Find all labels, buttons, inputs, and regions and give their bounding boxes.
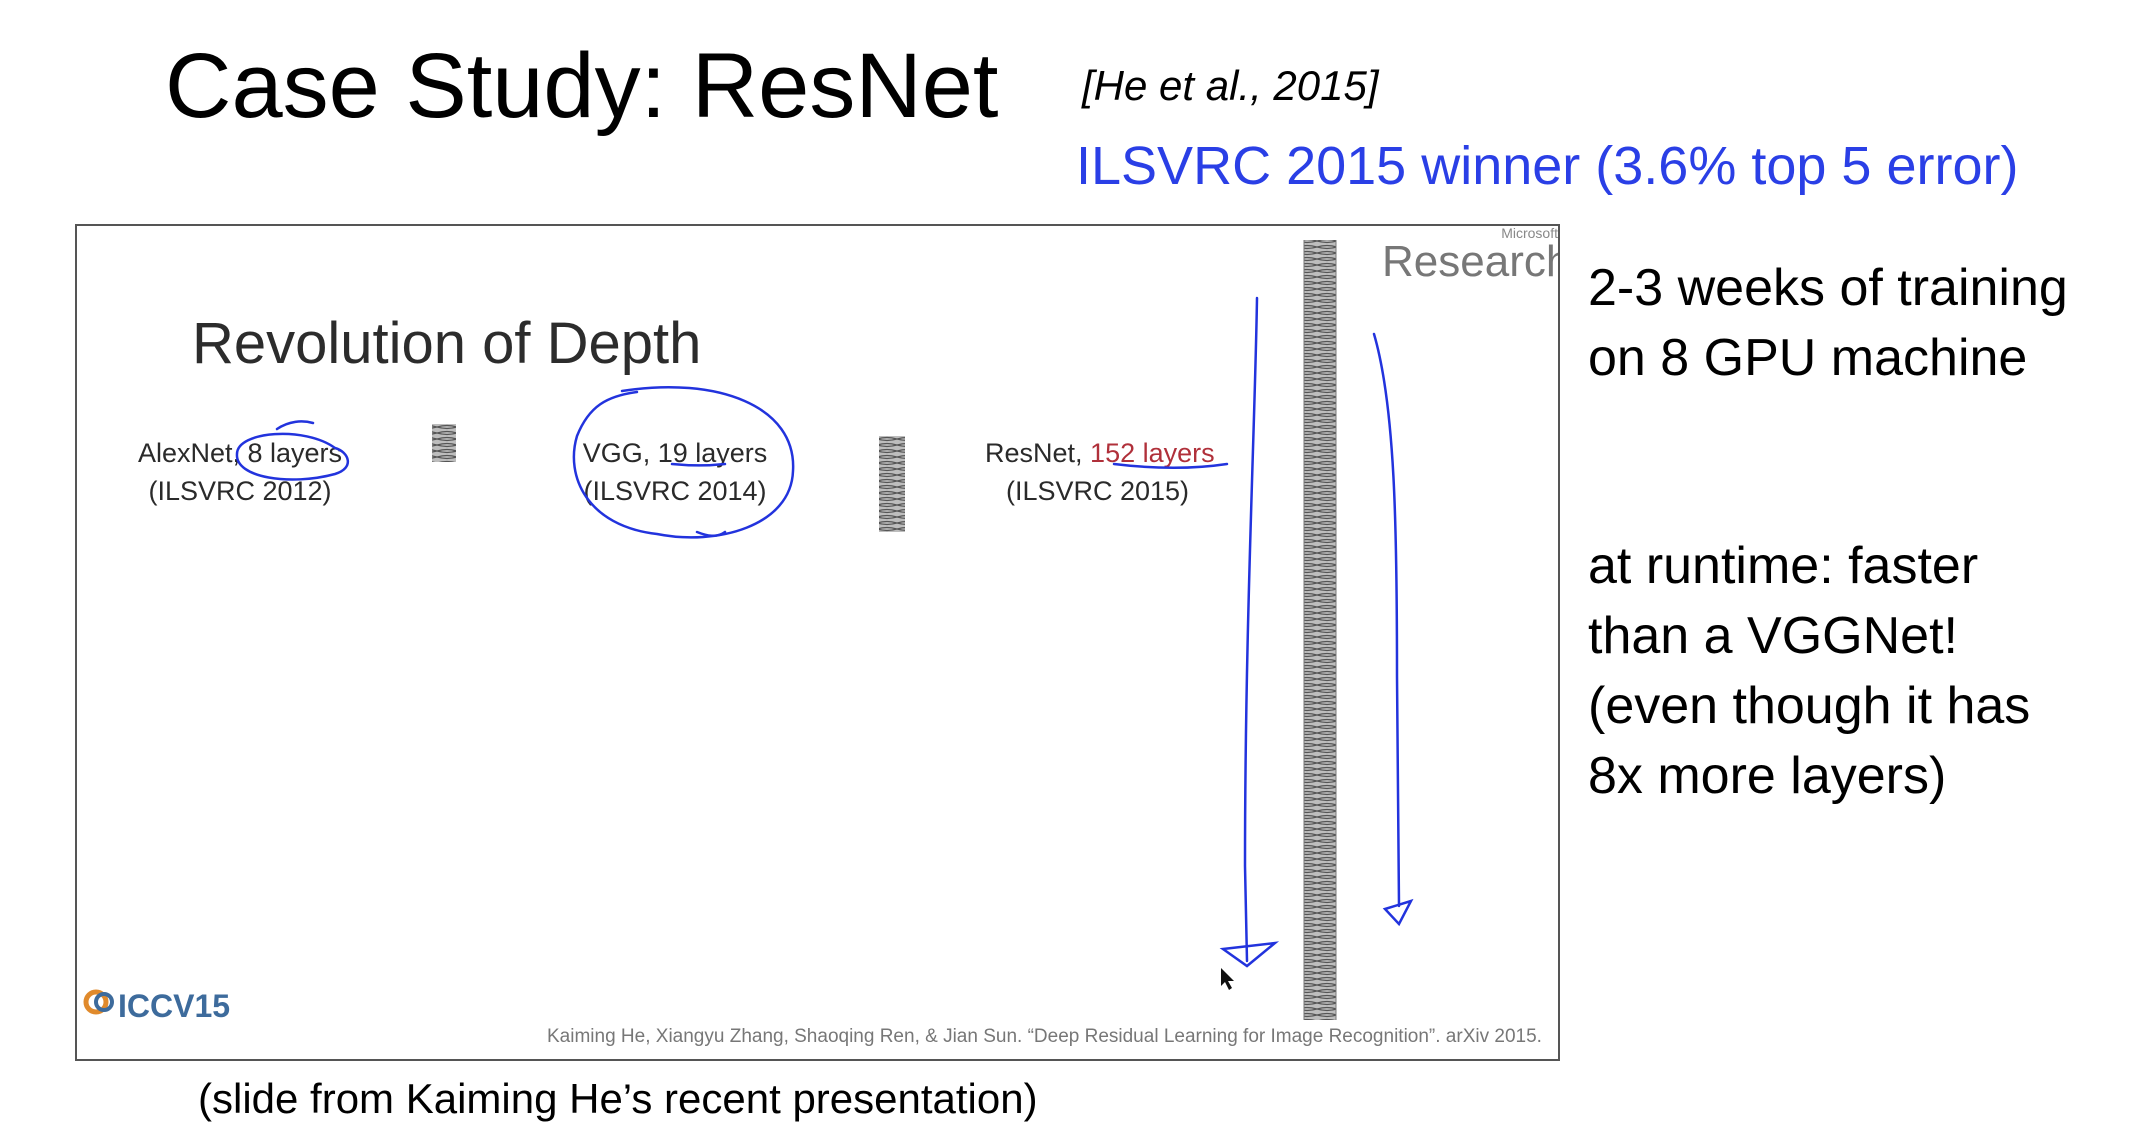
page-title: Case Study: ResNet [165, 35, 999, 137]
note-line: than a VGGNet! [1588, 607, 1958, 665]
slide-image: Revolution of Depth Microsoft Research A… [75, 224, 1560, 1061]
note-line: on 8 GPU machine [1588, 329, 2028, 387]
note-line: at runtime: faster [1588, 537, 1979, 595]
layer-stack-diagrams [432, 240, 1337, 1020]
note-line: (even though it has [1588, 677, 2031, 735]
resnet-underline-annotation [1112, 462, 1229, 470]
vgg-circle-annotation [572, 385, 795, 539]
microsoft-research-logo: Microsoft Research [1382, 226, 1558, 284]
resnet-down-arrow-annotation-2 [1372, 332, 1401, 908]
hand-annotations [235, 296, 1414, 968]
network-vgg: VGG, 19 layers (ILSVRC 2014) [580, 434, 770, 510]
vgg-layer-stack [879, 436, 905, 532]
citation: [He et al., 2015] [1082, 62, 1379, 109]
cursor-icon [1221, 968, 1234, 990]
subtitle: ILSVRC 2015 winner (3.6% top 5 error) [1076, 136, 2019, 196]
training-note: 2-3 weeks of training on 8 GPU machine [1588, 253, 2068, 393]
runtime-note: at runtime: faster than a VGGNet! (even … [1588, 531, 2030, 811]
network-layers: 152 layers [1090, 438, 1215, 468]
resnet-down-arrow-annotation [1243, 296, 1259, 963]
resnet-layer-stack [1304, 240, 1336, 1020]
slide-heading: Revolution of Depth [192, 311, 702, 376]
iccv-logo-text: ICCV15 [118, 988, 231, 1024]
slide-footer-citation: Kaiming He, Xiangyu Zhang, Shaoqing Ren,… [547, 1026, 1542, 1047]
logo-big-text: Research [1382, 237, 1560, 286]
network-year: (ILSVRC 2014) [583, 476, 767, 506]
alexnet-circle-annotation [235, 432, 349, 481]
iccv-swirl-icon [83, 989, 114, 1015]
network-name: ResNet, [985, 438, 1091, 468]
network-name: VGG, [582, 438, 658, 468]
network-name: AlexNet, [137, 438, 248, 468]
alexnet-layer-stack [432, 424, 456, 462]
network-year: (ILSVRC 2012) [148, 476, 332, 506]
network-resnet: ResNet, 152 layers (ILSVRC 2015) [985, 434, 1215, 510]
note-line: 2-3 weeks of training [1588, 259, 2068, 317]
network-layers: 19 layers [657, 438, 768, 468]
network-year: (ILSVRC 2015) [1005, 476, 1190, 506]
logo-small-text: Microsoft [1501, 225, 1558, 241]
slide-caption: (slide from Kaiming He’s recent presenta… [198, 1075, 1038, 1122]
vgg-underline-annotation [670, 462, 727, 467]
note-line: 8x more layers) [1588, 747, 1947, 805]
iccv-logo: ICCV15 [82, 988, 230, 1033]
